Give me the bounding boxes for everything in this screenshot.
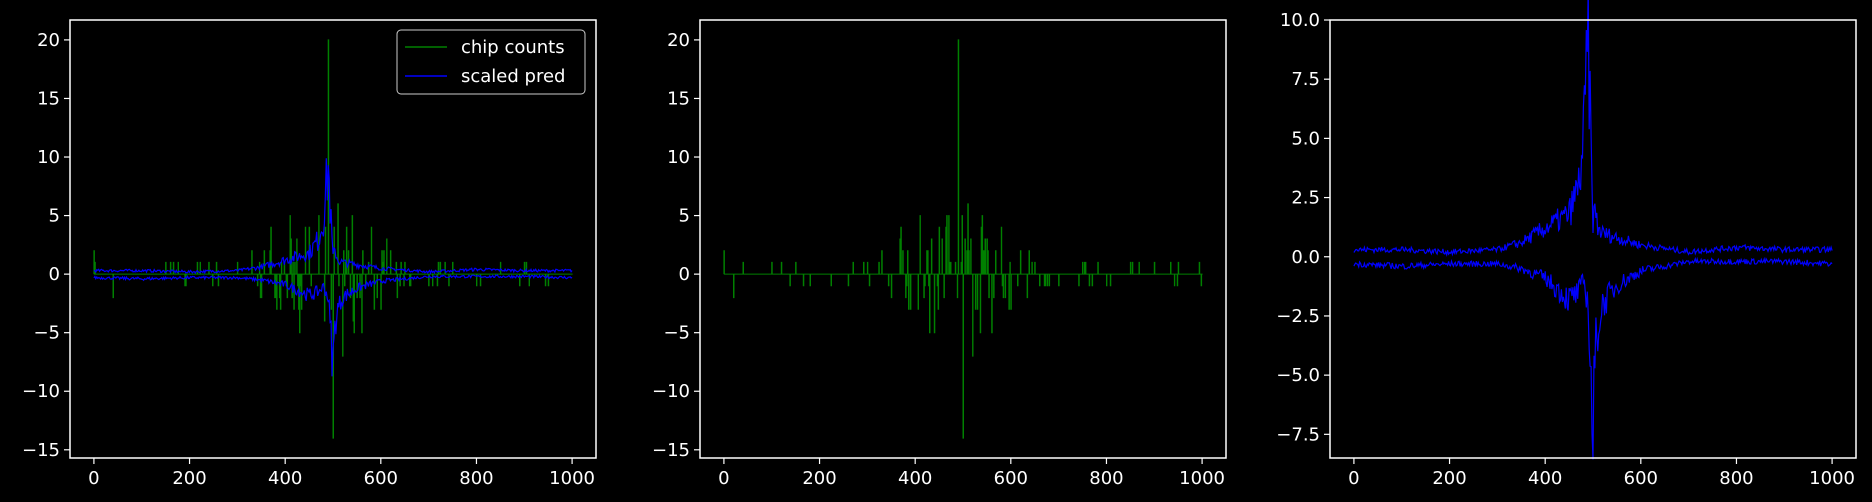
x-tick-label: 800 — [459, 468, 493, 489]
y-tick-label: 15 — [37, 88, 60, 109]
y-tick-label: 0 — [679, 264, 690, 285]
x-tick-label: 600 — [1624, 468, 1658, 489]
series-line-scaled-pred-lower — [93, 274, 573, 377]
y-tick-label: 20 — [37, 30, 60, 51]
x-tick-label: 1000 — [549, 468, 595, 489]
subplot-3: 0 200 400 600 800 1000 −7.5 −5.0 −2.5 0.0 2.5 5.0 7.… — [1276, 0, 1857, 489]
legend-label-chip-counts: chip counts — [461, 37, 565, 58]
subplot-2-frame — [699, 19, 1227, 459]
y-tick-label: 10 — [667, 147, 690, 168]
legend-label-scaled-pred: scaled pred — [461, 66, 565, 87]
subplot-2-plot-area — [723, 39, 1203, 439]
x-tick-label: 200 — [1432, 468, 1466, 489]
x-tick-label: 800 — [1089, 468, 1123, 489]
subplot-1-axes: 0 200 400 600 800 1000 −15 −10 −5 0 5 10 15 20 — [22, 30, 595, 489]
x-tick-label: 0 — [88, 468, 99, 489]
y-tick-label: 10.0 — [1280, 10, 1320, 31]
x-tick-label: 1000 — [1809, 468, 1855, 489]
y-tick-label: −5 — [663, 323, 690, 344]
subplot-1-plot-area — [93, 39, 573, 439]
y-tick-label: −10 — [652, 381, 690, 402]
subplot-3-plot-area — [1353, 0, 1833, 460]
series-line-scaled-pred-upper — [1353, 0, 1833, 257]
y-tick-label: −5.0 — [1276, 365, 1320, 386]
y-tick-label: 5 — [49, 206, 60, 227]
y-tick-label: 20 — [667, 30, 690, 51]
series-line-scaled-pred-upper — [93, 158, 573, 275]
y-tick-label: −5 — [33, 323, 60, 344]
subplot-2: 0 200 400 600 800 1000 −15 −10 −5 0 5 10 15 20 — [652, 19, 1227, 489]
subplot-3-frame — [1329, 19, 1857, 459]
y-tick-label: −7.5 — [1276, 424, 1320, 445]
subplot-1-frame — [69, 19, 597, 459]
series-line-scaled-pred-lower — [1353, 256, 1833, 460]
y-tick-label: −10 — [22, 381, 60, 402]
y-tick-label: 7.5 — [1291, 69, 1320, 90]
y-tick-label: −15 — [652, 440, 690, 461]
x-tick-label: 600 — [364, 468, 398, 489]
y-tick-label: 2.5 — [1291, 188, 1320, 209]
x-tick-label: 0 — [1348, 468, 1359, 489]
y-tick-label: 5 — [679, 206, 690, 227]
x-tick-label: 200 — [802, 468, 836, 489]
x-tick-label: 400 — [898, 468, 932, 489]
legend: chip counts scaled pred — [396, 29, 586, 95]
x-tick-label: 1000 — [1179, 468, 1225, 489]
subplot-2-axes: 0 200 400 600 800 1000 −15 −10 −5 0 5 10 15 20 — [652, 30, 1225, 489]
y-tick-label: −15 — [22, 440, 60, 461]
subplot-3-axes: 0 200 400 600 800 1000 −7.5 −5.0 −2.5 0.0 2.5 5.0 7.… — [1276, 10, 1855, 489]
y-tick-label: 0.0 — [1291, 247, 1320, 268]
legend-box — [396, 29, 586, 95]
x-tick-label: 800 — [1719, 468, 1753, 489]
x-tick-label: 200 — [172, 468, 206, 489]
y-tick-label: 15 — [667, 88, 690, 109]
x-tick-label: 600 — [994, 468, 1028, 489]
x-tick-label: 400 — [1528, 468, 1562, 489]
series-line-chip-counts — [723, 39, 1203, 439]
y-tick-label: 5.0 — [1291, 128, 1320, 149]
y-tick-label: 10 — [37, 147, 60, 168]
y-tick-label: 0 — [49, 264, 60, 285]
x-tick-label: 0 — [718, 468, 729, 489]
y-tick-label: −2.5 — [1276, 306, 1320, 327]
x-tick-label: 400 — [268, 468, 302, 489]
subplot-1: 0 200 400 600 800 1000 −15 −10 −5 0 5 10 15 20 chip c… — [22, 19, 597, 489]
series-line-chip-counts — [93, 39, 573, 439]
